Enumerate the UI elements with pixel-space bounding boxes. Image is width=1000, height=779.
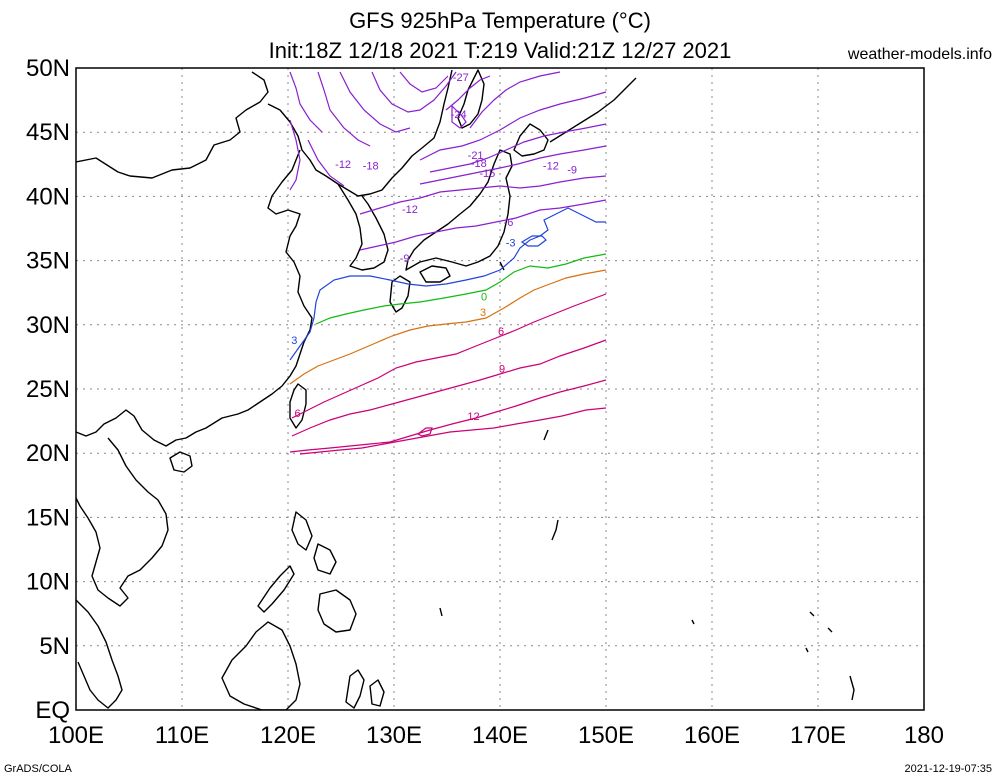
- brand-label: weather-models.info: [847, 46, 992, 63]
- contour-label: -12: [335, 159, 351, 171]
- contour-label: 12: [467, 411, 479, 423]
- lat-tick-label: 35N: [26, 248, 70, 275]
- contour-label: -15: [479, 168, 495, 180]
- lat-tick-label: 50N: [26, 55, 70, 82]
- lon-tick-label: 140E: [472, 722, 528, 749]
- lat-tick-label: 15N: [26, 504, 70, 531]
- footer-software: GrADS/COLA: [4, 763, 72, 775]
- contour-labels: -27-24-21-18-15-12 -18-12-12 -9-9-6-303369…: [291, 72, 577, 423]
- contour-label: -9: [567, 164, 577, 176]
- longitude-axis: 100E 110E 120E 130E 140E 150E 160E 170E 180: [48, 722, 944, 749]
- lon-tick-label: 150E: [578, 722, 634, 749]
- lon-tick-label: 160E: [684, 722, 740, 749]
- lat-tick-label: EQ: [35, 697, 70, 724]
- contour-label: -18: [363, 160, 379, 172]
- lat-tick-label: 20N: [26, 440, 70, 467]
- contour-label: -24: [451, 109, 467, 121]
- contour-label: 0: [481, 291, 487, 303]
- contour-label: -12: [543, 160, 559, 172]
- temperature-contours: [289, 71, 607, 455]
- lat-tick-label: 30N: [26, 312, 70, 339]
- lon-tick-label: 170E: [790, 722, 846, 749]
- contour-label: -27: [453, 72, 469, 84]
- lon-tick-label: 120E: [260, 722, 316, 749]
- lat-tick-label: 25N: [26, 376, 70, 403]
- contour-label: 9: [499, 363, 505, 375]
- lat-tick-label: 5N: [39, 633, 70, 660]
- footer-timestamp: 2021-12-19-07:35: [904, 763, 992, 775]
- lon-tick-label: 130E: [366, 722, 422, 749]
- contour-label: 6: [498, 326, 504, 338]
- plot-frame: [75, 67, 925, 711]
- run-info: Init:18Z 12/18 2021 T:219 Valid:21Z 12/2…: [268, 38, 732, 63]
- lon-tick-label: 180: [904, 722, 944, 749]
- contour-label: -12: [402, 204, 418, 216]
- contour-label: 3: [480, 307, 486, 319]
- contour-label: 3: [291, 335, 297, 347]
- contour-label: -21: [468, 150, 484, 162]
- lat-tick-label: 45N: [26, 119, 70, 146]
- contour-label: -9: [400, 253, 410, 265]
- coastlines: [76, 69, 855, 710]
- map-title: GFS 925hPa Temperature (°C): [349, 8, 651, 33]
- map-subtitle: Init:18Z 12/18 2021 T:219 Valid:21Z 12/2…: [0, 38, 1000, 64]
- lon-tick-label: 100E: [48, 722, 104, 749]
- graticule: [76, 68, 924, 710]
- contour-label: -3: [506, 237, 516, 249]
- lat-tick-label: 10N: [26, 569, 70, 596]
- lon-tick-label: 110E: [155, 722, 209, 749]
- contour-label: -18: [471, 158, 487, 170]
- contour-label: 6: [294, 408, 300, 420]
- contour-label: -6: [504, 217, 514, 229]
- lat-tick-label: 40N: [26, 183, 70, 210]
- latitude-axis: 50N 45N 40N 35N 30N 25N 20N 15N 10N 5N EQ: [26, 55, 70, 724]
